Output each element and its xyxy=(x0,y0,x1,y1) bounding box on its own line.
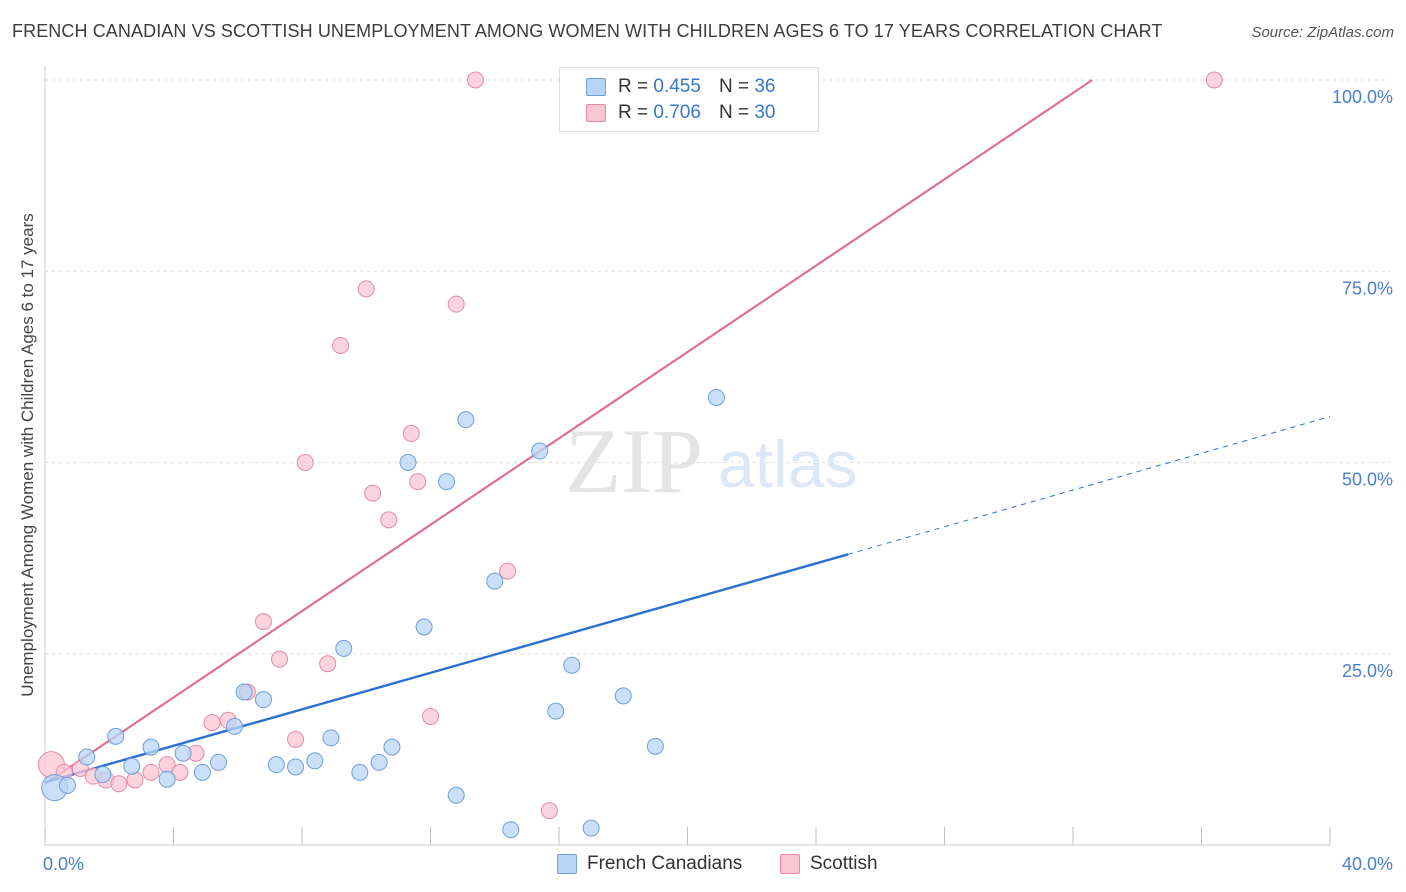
legend-swatch-pink xyxy=(586,104,606,122)
chart-title: FRENCH CANADIAN VS SCOTTISH UNEMPLOYMENT… xyxy=(12,21,1163,41)
scottish-point xyxy=(254,613,272,631)
french-canadians-point xyxy=(267,756,285,774)
watermark-zip: ZIP xyxy=(565,410,703,512)
scottish-point xyxy=(287,730,305,748)
correlation-legend: R = 0.455 N = 36 R = 0.706 N = 30 xyxy=(559,67,819,132)
legend-n-label: N = xyxy=(718,76,750,97)
scottish-point xyxy=(296,454,314,471)
bottom-legend-french-canadians: French Canadians xyxy=(557,851,742,877)
french-canadians-point xyxy=(399,454,417,471)
french-canadians-point xyxy=(94,766,112,784)
gridlines xyxy=(45,79,1390,655)
french-canadians-point xyxy=(547,702,565,720)
french-canadians-point xyxy=(58,776,76,794)
y-tick-label: 100.0% xyxy=(1332,87,1393,107)
french-canadians-point xyxy=(415,618,433,636)
legend-n-value-pink: 30 xyxy=(754,102,776,123)
scottish-point xyxy=(364,484,382,502)
scottish-point xyxy=(540,802,558,820)
scottish-point xyxy=(409,473,427,491)
french-canadians-point xyxy=(306,752,324,770)
french-canadians-trend-extension xyxy=(847,416,1331,555)
source-credit: Source: ZipAtlas.com xyxy=(1251,24,1394,41)
legend-r-value-pink: 0.706 xyxy=(653,102,701,123)
french-canadians-point xyxy=(563,656,581,674)
french-canadians-point xyxy=(254,691,272,709)
french-canadians-point xyxy=(193,763,211,781)
x-tick-label: 40.0% xyxy=(1342,854,1393,874)
french-canadians-trend-line xyxy=(44,553,849,784)
french-canadians-point xyxy=(322,729,340,747)
legend-r-label: R = xyxy=(618,102,649,123)
french-canadians-point xyxy=(142,738,160,756)
scottish-point xyxy=(380,511,398,529)
french-canadians-point xyxy=(646,737,664,755)
french-canadians-point xyxy=(457,411,475,429)
legend-row-scottish: R = 0.706 N = 30 xyxy=(586,101,775,125)
scottish-point xyxy=(126,771,144,789)
scottish-point xyxy=(142,763,160,781)
y-axis-label: Unemployment Among Women with Children A… xyxy=(18,213,37,697)
scottish-point xyxy=(466,71,484,89)
scottish-point xyxy=(402,424,420,442)
bottom-legend-label-french-canadians: French Canadians xyxy=(587,853,743,874)
bottom-legend-label-scottish: Scottish xyxy=(810,853,878,874)
french-canadians-point xyxy=(174,744,192,762)
french-canadians-point xyxy=(226,717,244,735)
scottish-point xyxy=(1205,71,1223,89)
scottish-point xyxy=(332,336,350,354)
tick-labels: 25.0% 50.0% 75.0% 100.0% 0.0% 40.0% xyxy=(43,87,1393,874)
trend-lines xyxy=(44,79,1331,785)
x-tick-label: 0.0% xyxy=(43,854,84,874)
legend-r-value-blue: 0.455 xyxy=(653,76,701,97)
scottish-point xyxy=(203,714,221,732)
scottish-trend-line xyxy=(44,79,1093,785)
french-canadians-point xyxy=(707,388,725,406)
scottish-point xyxy=(422,707,439,725)
legend-row-french-canadians: R = 0.455 N = 36 xyxy=(586,75,775,99)
french-canadians-point xyxy=(209,753,227,771)
bottom-legend-swatch-pink xyxy=(780,854,800,874)
french-canadians-point xyxy=(582,819,600,837)
watermark-atlas: atlas xyxy=(718,427,857,501)
scottish-point xyxy=(110,775,128,793)
french-canadians-point xyxy=(78,748,96,766)
bottom-legend-swatch-blue xyxy=(557,854,577,874)
french-canadians-point xyxy=(235,683,253,701)
data-points xyxy=(37,71,1223,839)
y-tick-label: 50.0% xyxy=(1342,470,1393,490)
scottish-point xyxy=(357,280,375,298)
y-tick-label: 25.0% xyxy=(1342,661,1393,681)
french-canadians-point xyxy=(158,770,176,788)
french-canadians-point xyxy=(370,753,388,771)
french-canadians-point xyxy=(107,727,125,745)
scottish-point xyxy=(319,655,337,673)
french-canadians-point xyxy=(351,763,369,781)
french-canadians-point xyxy=(614,687,632,705)
scottish-point xyxy=(447,295,465,313)
legend-n-label: N = xyxy=(718,102,750,123)
scottish-point xyxy=(499,562,517,580)
french-canadians-point xyxy=(383,738,401,756)
y-tick-label: 75.0% xyxy=(1342,278,1393,298)
french-canadians-point xyxy=(123,757,141,775)
french-canadians-point xyxy=(502,821,520,839)
french-canadians-point xyxy=(447,786,465,804)
legend-swatch-blue xyxy=(586,78,606,96)
french-canadians-point xyxy=(438,473,456,491)
scottish-point xyxy=(271,650,289,668)
french-canadians-point xyxy=(486,572,504,590)
axes xyxy=(44,66,1331,846)
watermark: ZIP atlas xyxy=(565,410,857,512)
french-canadians-point xyxy=(287,758,305,776)
bottom-legend-scottish: Scottish xyxy=(780,851,878,877)
legend-r-label: R = xyxy=(618,76,649,97)
french-canadians-point xyxy=(531,442,549,460)
french-canadians-point xyxy=(335,639,353,657)
legend-n-value-blue: 36 xyxy=(754,76,776,97)
